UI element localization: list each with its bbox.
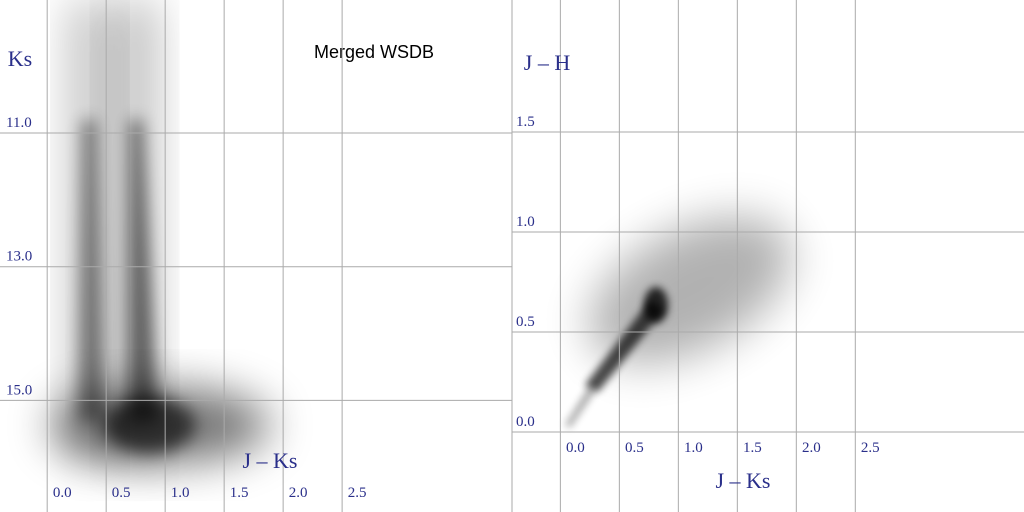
density-cloud [128,120,158,420]
density-right [565,216,792,428]
chart-title: Merged WSDB [314,42,434,62]
x-tick-label: 0.5 [112,485,131,501]
y-tick-label: 1.5 [516,114,535,130]
x-tick-label: 1.5 [230,485,249,501]
y-tick-label: 11.0 [6,115,32,131]
x-tick-label: 0.0 [53,485,72,501]
x-axis-label: J – Ks [242,448,297,473]
x-tick-label: 2.0 [289,485,308,501]
y-tick-label: 0.5 [516,314,535,330]
y-axis-label: Ks [8,46,32,71]
density-cloud [565,385,596,428]
density-cloud [644,287,668,323]
x-tick-label: 1.0 [684,440,703,456]
y-tick-label: 15.0 [6,382,32,398]
density-left [50,0,270,463]
x-tick-label: 2.5 [348,485,367,501]
density-cloud [78,120,104,420]
x-tick-label: 0.5 [625,440,644,456]
y-tick-label: 13.0 [6,249,32,265]
x-axis-label: J – Ks [715,468,770,493]
x-tick-label: 2.5 [861,440,880,456]
x-tick-label: 1.5 [743,440,762,456]
x-tick-label: 0.0 [566,440,585,456]
x-tick-label: 2.0 [802,440,821,456]
y-tick-label: 0.0 [516,414,535,430]
y-axis-label: J – H [524,50,571,75]
density-cloud [585,300,664,392]
x-tick-label: 1.0 [171,485,190,501]
density-cloud [105,397,195,453]
y-tick-label: 1.0 [516,214,535,230]
